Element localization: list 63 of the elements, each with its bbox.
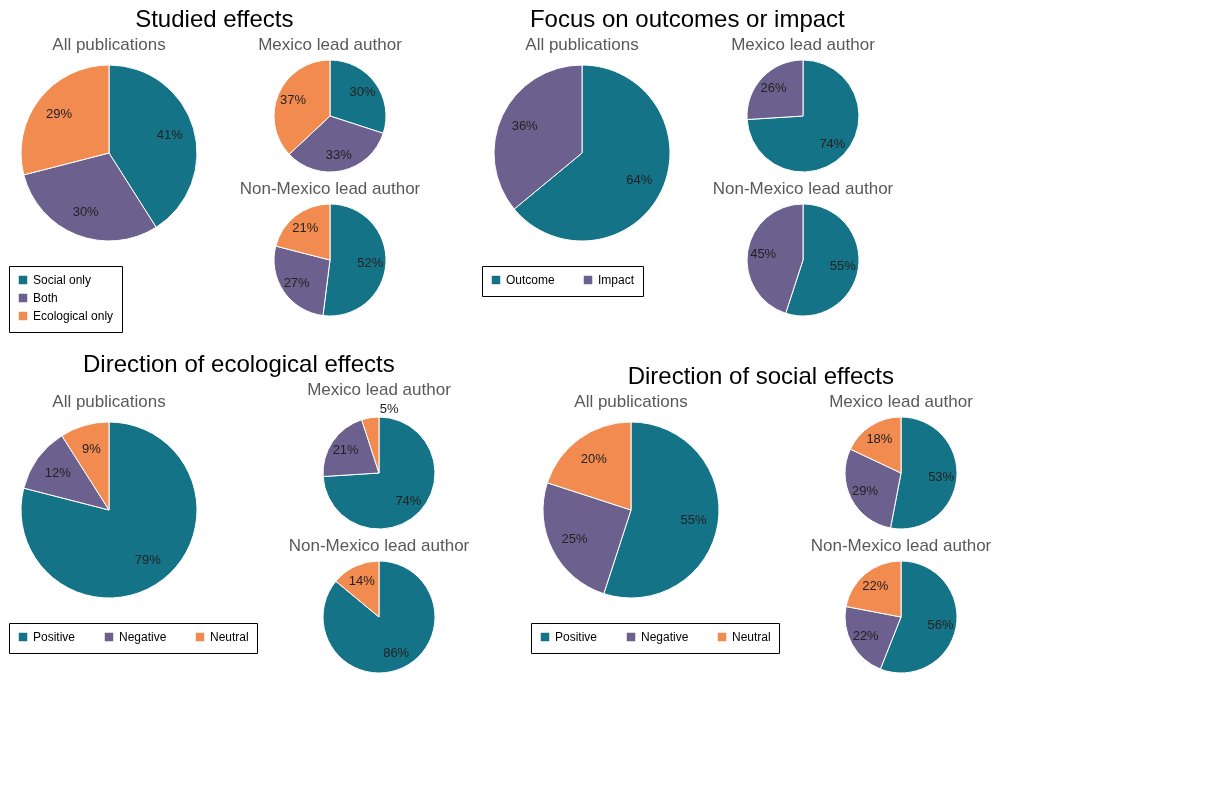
data-label: 55% [829, 258, 857, 274]
chart-title: Mexico lead author [307, 380, 452, 400]
data-label: 33% [325, 147, 353, 163]
legend-label: Social only [33, 273, 92, 287]
legend-label: Ecological only [33, 309, 114, 323]
data-label: 36% [511, 118, 539, 134]
chart-subtitle: All publications [525, 35, 639, 54]
data-label: 64% [626, 171, 653, 187]
data-label: 56% [927, 616, 955, 632]
legend-label: Negative [641, 630, 689, 644]
data-label: 55% [680, 511, 708, 527]
data-label: 25% [561, 530, 588, 546]
data-label: 18% [866, 430, 893, 446]
chart-subtitle: All publications [574, 392, 688, 411]
data-label: 9% [81, 441, 102, 457]
data-label: 30% [349, 84, 377, 100]
data-label: 22% [852, 628, 880, 644]
chart-title: Non-Mexico lead author [239, 179, 421, 198]
data-label: 45% [750, 245, 777, 261]
chart-title: Non-Mexico lead author [288, 536, 470, 555]
data-label: 52% [357, 254, 384, 270]
data-label: 20% [580, 450, 608, 466]
data-label: 74% [819, 135, 846, 151]
data-label: 14% [348, 572, 376, 588]
data-label: 12% [44, 464, 72, 480]
chart-title: Non-Mexico lead author [712, 179, 894, 198]
data-label: 27% [283, 274, 311, 290]
chart-title: Studied effects [135, 5, 294, 32]
pie-slice [746, 59, 860, 173]
chart-subtitle: All publications [52, 392, 166, 411]
data-label: 5% [379, 401, 399, 417]
data-label: 41% [156, 127, 184, 143]
data-label: 30% [72, 203, 100, 219]
legend-label: Positive [555, 630, 598, 644]
data-label: 37% [279, 91, 307, 107]
data-label: 79% [134, 552, 162, 568]
chart-title: Direction of social effects [627, 362, 895, 389]
data-label: 26% [760, 80, 788, 96]
legend-label: Impact [598, 273, 635, 287]
legend-label: Negative [119, 630, 167, 644]
legend-label: Outcome [506, 273, 556, 287]
legend-label: Neutral [210, 630, 249, 644]
legend-label: Positive [33, 630, 76, 644]
chart-subtitle: All publications [52, 35, 166, 54]
data-label: 86% [383, 645, 410, 661]
chart-title: Mexico lead author [829, 392, 974, 411]
data-label: 29% [45, 106, 73, 122]
chart-title: Mexico lead author [731, 35, 876, 54]
pie-slice [20, 421, 198, 599]
pie-slice [322, 416, 436, 530]
chart-title: Mexico lead author [258, 35, 403, 54]
data-label: 21% [332, 442, 360, 458]
data-label: 29% [852, 483, 879, 499]
chart-title: Direction of ecological effects [83, 350, 395, 378]
data-label: 22% [862, 577, 889, 593]
pie-slice [322, 560, 436, 674]
legend-label: Neutral [732, 630, 771, 644]
data-label: 74% [395, 492, 422, 508]
data-label: 53% [928, 468, 955, 484]
chart-title: Non-Mexico lead author [810, 536, 992, 555]
legend-label: Both [33, 291, 58, 305]
chart-title: Focus on outcomes or impact [529, 5, 846, 32]
data-label: 21% [292, 220, 319, 236]
